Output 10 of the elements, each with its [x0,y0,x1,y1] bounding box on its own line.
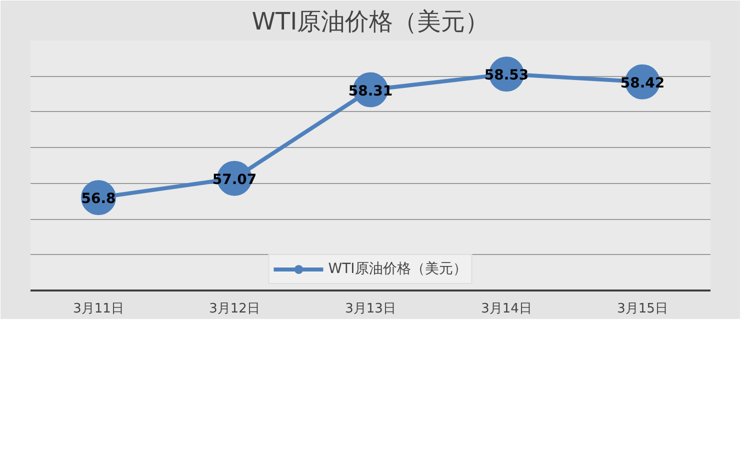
data-label: 56.8 [81,191,116,208]
data-label: 58.53 [484,68,529,84]
x-tick-label: 3月11日 [73,302,124,316]
x-tick-label: 3月12日 [209,302,260,316]
x-tick-label: 3月13日 [345,302,396,316]
data-label: 57.07 [212,172,257,188]
legend-label: WTI原油价格（美元） [328,260,467,278]
x-tick-label: 3月15日 [617,302,668,316]
chart-title: WTI原油价格（美元） [252,8,490,36]
x-tick-label: 3月14日 [481,302,532,316]
